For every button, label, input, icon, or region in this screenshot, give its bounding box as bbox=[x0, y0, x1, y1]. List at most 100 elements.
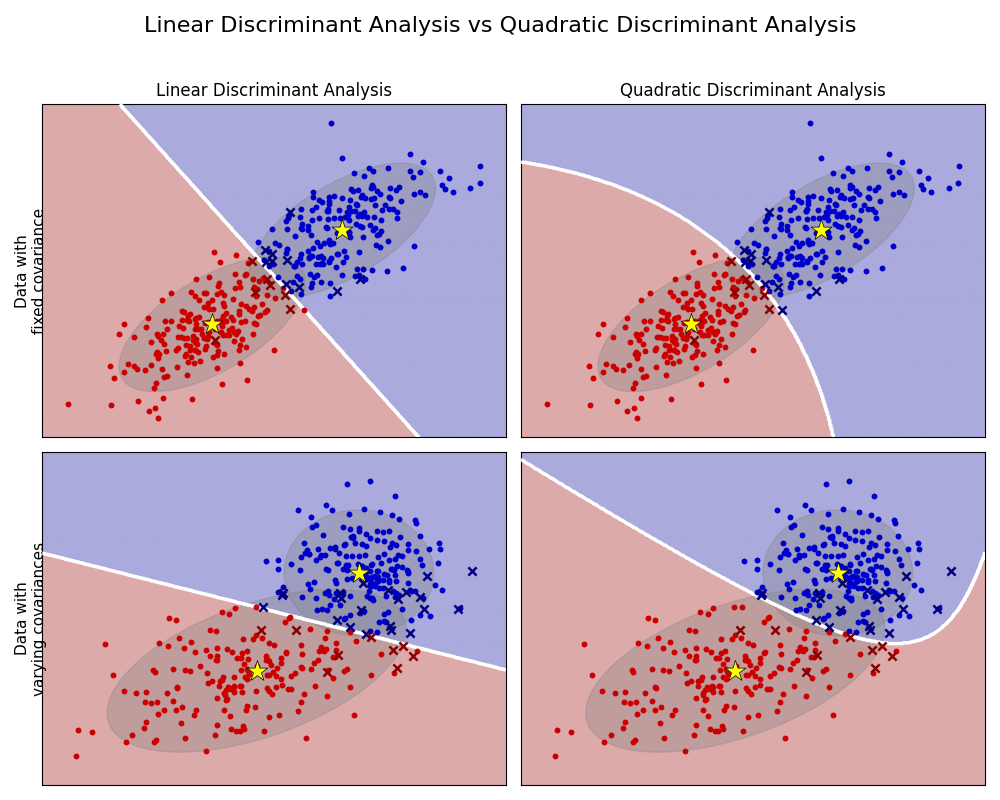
Point bbox=[320, 205, 336, 218]
Point bbox=[356, 503, 372, 516]
Point bbox=[292, 251, 308, 264]
Point bbox=[790, 194, 806, 206]
Point bbox=[362, 564, 378, 577]
Point bbox=[909, 556, 925, 569]
Point bbox=[179, 314, 195, 326]
Point bbox=[381, 190, 397, 203]
Point bbox=[224, 646, 240, 658]
Point bbox=[434, 178, 450, 191]
Point bbox=[862, 562, 878, 575]
Point bbox=[812, 222, 828, 234]
Point bbox=[793, 196, 809, 209]
Point bbox=[676, 342, 692, 355]
Point bbox=[258, 650, 274, 662]
Point bbox=[810, 546, 826, 559]
Point bbox=[367, 570, 383, 582]
Point bbox=[617, 321, 633, 334]
Point bbox=[828, 262, 844, 275]
Point bbox=[647, 681, 663, 694]
Point bbox=[259, 652, 275, 665]
Point bbox=[854, 535, 870, 548]
Point bbox=[650, 631, 666, 644]
Point bbox=[181, 315, 197, 328]
Point bbox=[337, 538, 353, 550]
Point bbox=[689, 277, 705, 290]
Point bbox=[351, 522, 367, 534]
Point bbox=[708, 651, 724, 664]
Point bbox=[687, 314, 703, 327]
Point bbox=[292, 563, 308, 576]
Point bbox=[376, 547, 392, 560]
Point bbox=[319, 666, 335, 678]
Point bbox=[372, 187, 388, 200]
Point bbox=[187, 646, 203, 659]
Point bbox=[752, 651, 768, 664]
Point bbox=[116, 366, 132, 378]
Point bbox=[351, 569, 367, 582]
Point bbox=[870, 181, 886, 194]
Point bbox=[173, 331, 189, 344]
Point bbox=[808, 248, 824, 261]
Point bbox=[629, 352, 645, 365]
Point bbox=[655, 331, 671, 344]
Point bbox=[341, 201, 357, 214]
Point bbox=[814, 256, 830, 269]
Point bbox=[752, 673, 768, 686]
Point bbox=[70, 724, 86, 737]
Point bbox=[201, 270, 217, 283]
Point bbox=[658, 332, 674, 345]
Point bbox=[941, 182, 957, 194]
Point bbox=[421, 542, 437, 555]
Point bbox=[799, 563, 815, 576]
Point bbox=[865, 590, 881, 603]
Point bbox=[745, 639, 761, 652]
Point bbox=[711, 338, 727, 351]
Point bbox=[799, 255, 815, 268]
Point bbox=[861, 191, 877, 204]
Point bbox=[259, 304, 275, 317]
Point bbox=[287, 259, 303, 272]
Point bbox=[563, 726, 579, 738]
Point bbox=[124, 728, 140, 741]
Point bbox=[314, 196, 330, 209]
Point bbox=[802, 117, 818, 130]
Point bbox=[171, 319, 187, 332]
Point bbox=[637, 686, 653, 699]
Point bbox=[241, 302, 257, 315]
Point bbox=[358, 570, 374, 582]
Point bbox=[319, 603, 335, 616]
Point bbox=[864, 202, 880, 215]
Point bbox=[713, 332, 729, 345]
Point bbox=[434, 584, 450, 597]
Point bbox=[340, 558, 356, 571]
Ellipse shape bbox=[763, 510, 913, 636]
Point bbox=[867, 662, 883, 674]
Point bbox=[692, 606, 708, 618]
Point bbox=[382, 620, 398, 633]
Point bbox=[256, 724, 272, 737]
Point bbox=[705, 335, 721, 348]
Point bbox=[158, 345, 174, 358]
Point bbox=[230, 325, 246, 338]
Point bbox=[387, 590, 403, 603]
Point bbox=[675, 331, 691, 344]
Point bbox=[860, 202, 876, 215]
Point bbox=[891, 553, 907, 566]
Point bbox=[758, 243, 774, 256]
Point bbox=[126, 330, 142, 343]
Point bbox=[357, 548, 373, 561]
Point bbox=[772, 550, 788, 563]
Point bbox=[846, 222, 862, 234]
Point bbox=[809, 247, 825, 260]
Point bbox=[694, 329, 710, 342]
Point bbox=[817, 559, 833, 572]
Point bbox=[225, 314, 241, 326]
Point bbox=[290, 503, 306, 516]
Point bbox=[209, 362, 225, 374]
Point bbox=[311, 194, 327, 206]
Point bbox=[235, 719, 251, 732]
Point bbox=[635, 371, 651, 384]
Point bbox=[255, 272, 271, 285]
Point bbox=[408, 517, 424, 530]
Point bbox=[367, 222, 383, 234]
